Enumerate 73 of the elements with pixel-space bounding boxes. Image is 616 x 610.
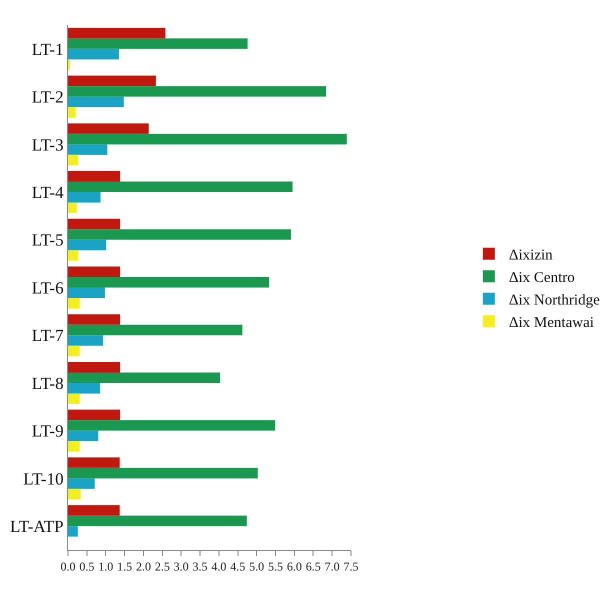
bar [68, 488, 80, 500]
bar [68, 266, 120, 277]
y-tick-label: LT-6 [32, 278, 64, 298]
x-tick-label: 4.0 [211, 559, 226, 574]
bar [68, 526, 78, 537]
x-tick-label: 0.0 [60, 559, 76, 574]
bar [68, 410, 120, 420]
bar [68, 362, 120, 372]
x-tick-label: 0.5 [79, 559, 94, 574]
y-tick-label: LT-1 [32, 40, 64, 59]
y-tick-label: LT-5 [32, 230, 64, 250]
bar [68, 202, 77, 214]
y-tick-label: LT-ATP [10, 517, 64, 536]
bar [68, 123, 149, 134]
bar [68, 324, 242, 336]
legend-label: Δixizin [508, 248, 554, 264]
bar [68, 457, 120, 468]
bar [68, 468, 258, 478]
x-tick-label: 4.5 [230, 559, 246, 574]
bar [68, 182, 292, 192]
bar [68, 48, 119, 60]
bar [68, 76, 156, 86]
bar [68, 516, 247, 526]
x-tick-label: 2.5 [154, 559, 170, 574]
x-tick-label: 1.5 [117, 559, 132, 574]
bar [68, 154, 78, 166]
y-tick-label: LT-2 [32, 88, 64, 107]
bar [68, 277, 270, 288]
y-tick-label: LT-4 [32, 183, 64, 202]
y-tick-label: LT-8 [32, 374, 64, 393]
x-tick-label: 7.5 [343, 559, 358, 574]
bar [68, 107, 76, 118]
legend-label: Δix Mentawai [508, 315, 594, 332]
bar [68, 382, 100, 394]
x-tick-label: 3.0 [174, 559, 189, 574]
bar [68, 38, 248, 49]
y-tick-label: LT-7 [32, 326, 64, 346]
bar [68, 335, 104, 346]
y-tick-label: LT-9 [32, 422, 64, 441]
bar [68, 250, 78, 261]
bar [68, 229, 291, 240]
bar [68, 372, 220, 383]
bar [68, 144, 108, 155]
x-tick-label: 5.5 [268, 559, 283, 574]
bar [68, 298, 80, 308]
bar [68, 441, 80, 452]
y-tick-label: LT-10 [23, 469, 64, 488]
bar [68, 96, 124, 108]
x-tick-label: 2.0 [136, 559, 151, 574]
bar [68, 288, 105, 298]
bar [68, 430, 98, 442]
bar [68, 478, 95, 489]
bar [68, 218, 120, 230]
bar [68, 171, 120, 182]
bar [68, 346, 80, 356]
x-tick-label: 5.0 [249, 559, 264, 574]
bar [68, 86, 326, 97]
bar [68, 393, 80, 404]
x-tick-label: 7.0 [324, 559, 340, 574]
legend-label: Δix Centro [508, 270, 575, 286]
bar [68, 314, 120, 325]
legend-label: Δix Northridge [508, 292, 600, 309]
x-tick-label: 6.0 [286, 559, 302, 574]
bar [68, 240, 106, 250]
bar [68, 192, 100, 203]
y-tick-label: LT-3 [32, 135, 64, 154]
x-tick-label: 6.5 [306, 559, 321, 574]
bar [68, 505, 120, 516]
x-tick-label: 3.5 [192, 559, 208, 574]
bar [68, 134, 347, 144]
bar [68, 420, 276, 431]
x-tick-label: 1.0 [98, 559, 114, 574]
bar [68, 28, 166, 38]
